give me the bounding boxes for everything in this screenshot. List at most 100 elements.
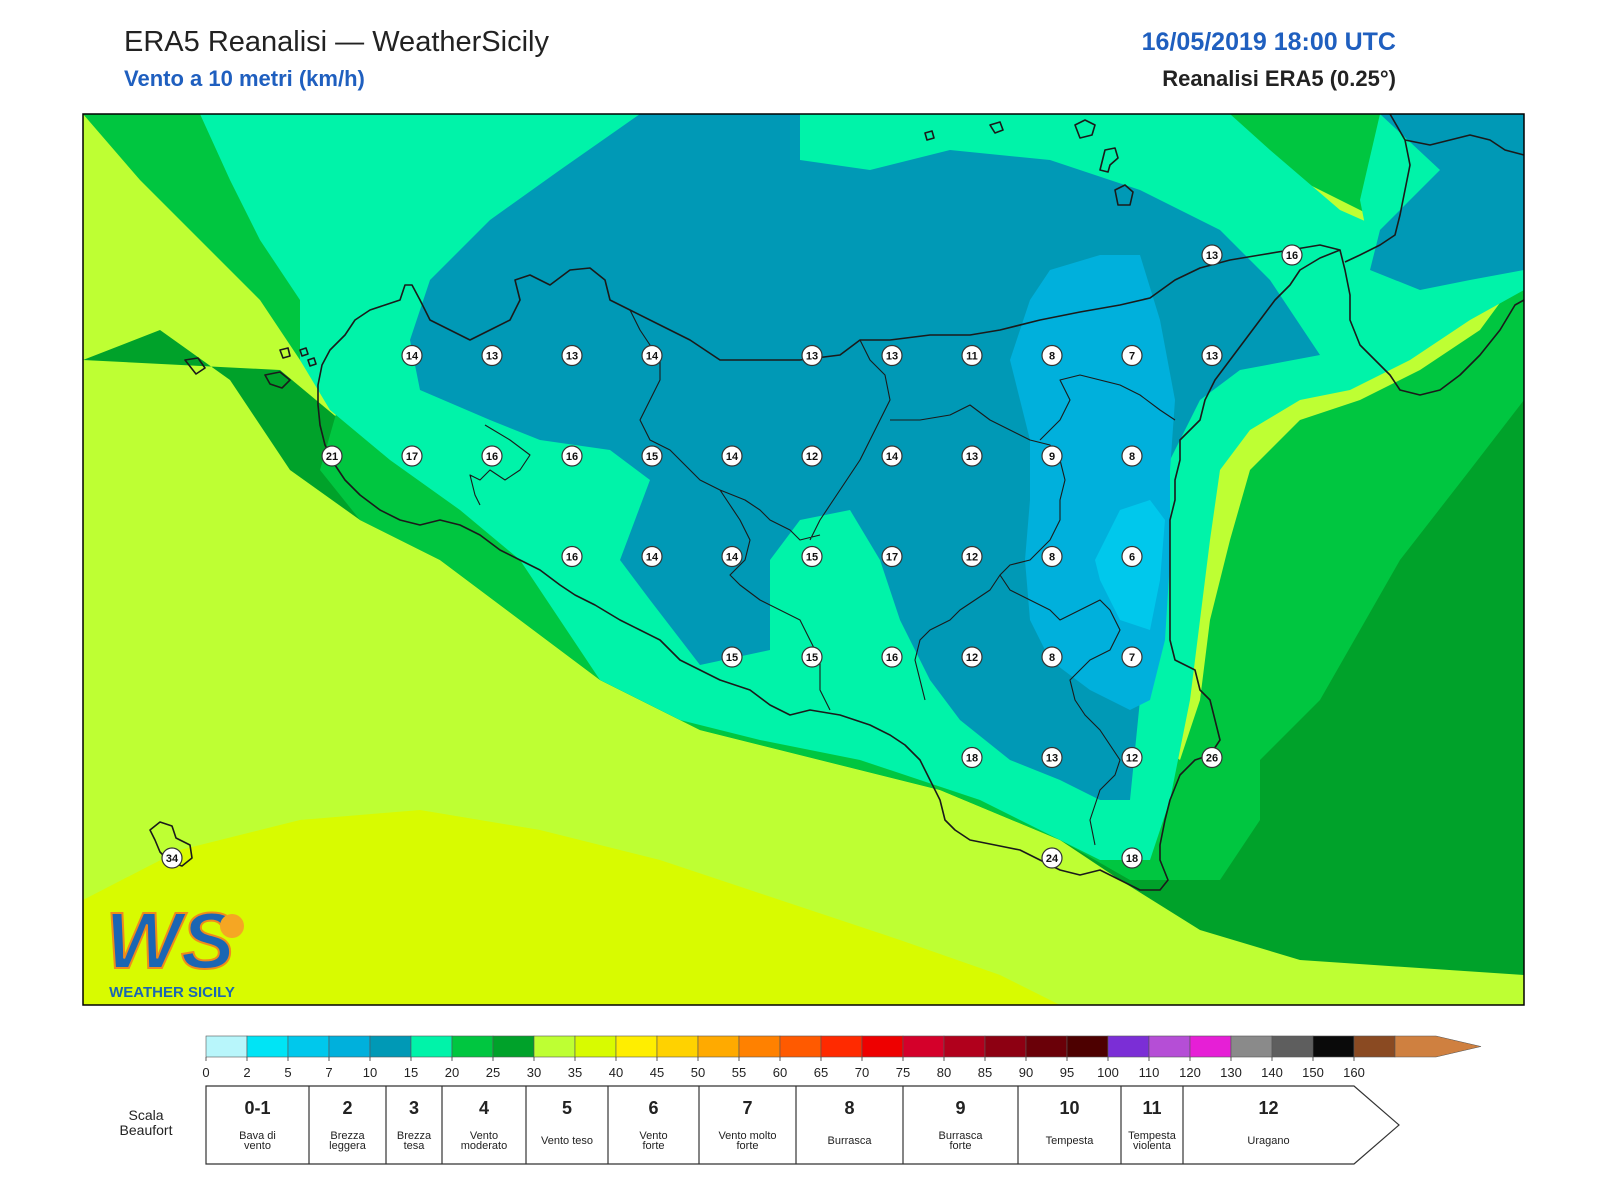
station-value: 8 (1049, 552, 1055, 564)
colorbar-tick-label: 120 (1179, 1065, 1201, 1080)
colorbar-tick-label: 150 (1302, 1065, 1324, 1080)
colorbar-swatch (902, 1035, 945, 1058)
beaufort-number: 6 (648, 1098, 658, 1118)
colorbar-swatch (656, 1035, 699, 1058)
beaufort-description: forte (642, 1140, 664, 1152)
station-marker: 12 (961, 545, 983, 568)
station-marker: 15 (641, 445, 663, 467)
station-value: 13 (486, 351, 498, 363)
station-marker: 8 (1121, 445, 1143, 467)
station-value: 24 (1046, 853, 1059, 865)
station-circle (721, 545, 743, 568)
station-value: 14 (886, 451, 899, 463)
beaufort-number: 5 (562, 1098, 572, 1118)
station-circle (161, 847, 183, 869)
beaufort-number: 0-1 (244, 1098, 270, 1118)
station-value: 15 (806, 652, 818, 664)
station-value: 16 (486, 451, 498, 463)
station-circle (561, 344, 583, 367)
station-value: 13 (1206, 351, 1218, 363)
beaufort-number: 8 (844, 1098, 854, 1118)
station-marker: 13 (1201, 244, 1223, 266)
station-circle (881, 344, 903, 367)
station-circle (881, 545, 903, 568)
station-marker: 14 (641, 545, 663, 568)
station-circle (1041, 545, 1063, 568)
station-marker: 17 (881, 545, 903, 568)
station-circle (641, 344, 663, 367)
station-marker: 13 (961, 445, 983, 467)
colorbar-swatch (1066, 1035, 1109, 1058)
beaufort-description: forte (949, 1140, 971, 1152)
station-value: 8 (1049, 652, 1055, 664)
colorbar-tick-label: 25 (486, 1065, 500, 1080)
colorbar-tick-label: 55 (732, 1065, 746, 1080)
station-marker: 7 (1121, 646, 1143, 668)
colorbar-tick-label: 95 (1060, 1065, 1074, 1080)
station-marker: 18 (1121, 847, 1143, 869)
station-circle (961, 646, 983, 668)
station-circle (961, 545, 983, 568)
logo-letters: WS (106, 896, 235, 985)
station-value: 18 (966, 753, 978, 765)
beaufort-cell: 8 Burrasca (827, 1098, 872, 1147)
station-marker: 16 (881, 646, 903, 668)
map-title: ERA5 Reanalisi — WeatherSicily (124, 26, 549, 58)
band-35-40 (83, 810, 1060, 1005)
station-marker: 8 (1041, 545, 1063, 568)
colorbar-swatch (1230, 1035, 1273, 1058)
station-circle (801, 344, 823, 367)
beaufort-description: leggera (329, 1140, 367, 1152)
station-marker: 34 (161, 847, 183, 869)
beaufort-number: 11 (1142, 1098, 1161, 1118)
beaufort-description: Tempesta (1128, 1130, 1177, 1142)
map-subtitle: Vento a 10 metri (km/h) (124, 66, 365, 91)
station-marker: 15 (721, 646, 743, 668)
colorbar-tick-label: 30 (527, 1065, 541, 1080)
station-value: 14 (646, 552, 659, 564)
province-borders (469, 309, 1176, 846)
colorbar-tick-label: 5 (284, 1065, 291, 1080)
colorbar-swatch (246, 1035, 289, 1058)
station-marker: 14 (641, 344, 663, 367)
station-value: 13 (806, 351, 818, 363)
station-marker: 16 (561, 445, 583, 467)
colorbar-tick-label: 160 (1343, 1065, 1365, 1080)
station-value: 16 (1286, 250, 1298, 262)
station-circle (561, 445, 583, 467)
station-marker: 21 (321, 445, 343, 467)
station-value: 18 (1126, 853, 1138, 865)
station-value: 16 (886, 652, 898, 664)
map-frame (82, 113, 1525, 1006)
station-circle (401, 344, 423, 367)
station-marker: 14 (721, 445, 743, 467)
colorbar-tick-label: 15 (404, 1065, 418, 1080)
colorbar-tick-label: 70 (855, 1065, 869, 1080)
beaufort-outline (205, 1085, 1400, 1165)
colorbar-tick-label: 110 (1139, 1065, 1160, 1080)
station-circle (881, 445, 903, 467)
ustica (299, 347, 309, 357)
station-marker: 12 (1121, 746, 1143, 769)
station-value: 15 (646, 451, 658, 463)
colorbar-swatch (1107, 1035, 1150, 1058)
colorbar-swatch (533, 1035, 576, 1058)
station-circle (1121, 847, 1143, 869)
station-marker: 13 (801, 344, 823, 367)
station-marker: 16 (561, 545, 583, 568)
colorbar-swatch (1312, 1035, 1355, 1058)
station-circle (961, 746, 983, 769)
station-circle (561, 545, 583, 568)
station-marker: 13 (1041, 746, 1063, 769)
beaufort-description: Tempesta (1046, 1135, 1095, 1147)
station-value: 26 (1206, 753, 1218, 765)
station-value: 15 (806, 552, 818, 564)
station-circle (1121, 545, 1143, 568)
station-circle (881, 646, 903, 668)
